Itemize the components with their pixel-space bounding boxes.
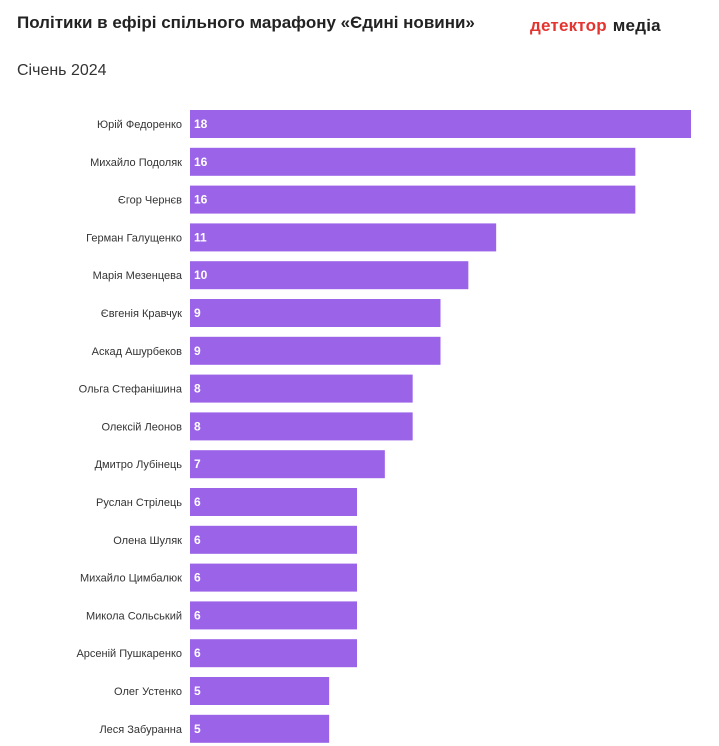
bar-value-label: 16 bbox=[194, 193, 208, 207]
bar-value-label: 6 bbox=[194, 571, 201, 585]
bar-value-label: 6 bbox=[194, 495, 201, 509]
bar-value-label: 5 bbox=[194, 684, 201, 698]
category-label: Євгенія Кравчук bbox=[101, 308, 182, 320]
bar bbox=[190, 185, 636, 214]
category-label: Руслан Стрілець bbox=[96, 497, 182, 509]
bar-value-label: 6 bbox=[194, 533, 201, 547]
bar bbox=[190, 488, 357, 516]
category-label: Дмитро Лубінець bbox=[95, 459, 183, 471]
category-label: Марія Мезенцева bbox=[93, 270, 183, 282]
logo-part-media: медіа bbox=[612, 16, 661, 35]
bar-value-label: 18 bbox=[194, 117, 208, 131]
category-label: Аскад Ашурбеков bbox=[92, 346, 182, 358]
category-label: Михайло Цимбалюк bbox=[80, 573, 182, 585]
bar-value-label: 9 bbox=[194, 344, 201, 358]
category-label: Ольга Стефанішина bbox=[79, 384, 183, 396]
bar-value-label: 9 bbox=[194, 306, 201, 320]
category-label: Герман Галущенко bbox=[86, 232, 182, 244]
chart-title: Політики в ефірі спільного марафону «Єди… bbox=[17, 13, 475, 32]
bar bbox=[190, 147, 636, 176]
bar bbox=[190, 374, 413, 403]
bar bbox=[190, 261, 469, 290]
brand-logo: детектор медіа bbox=[530, 16, 661, 36]
bar-value-label: 6 bbox=[194, 608, 201, 622]
bar-value-label: 8 bbox=[194, 382, 201, 396]
bar bbox=[190, 525, 357, 554]
category-label: Микола Сольський bbox=[86, 610, 182, 622]
bar bbox=[190, 601, 357, 630]
bar bbox=[190, 714, 330, 743]
chart-subtitle: Січень 2024 bbox=[17, 62, 107, 79]
bar-value-label: 5 bbox=[194, 722, 201, 736]
category-label: Леся Забуранна bbox=[99, 724, 182, 736]
bar-value-label: 10 bbox=[194, 268, 208, 282]
bar-value-label: 8 bbox=[194, 419, 201, 433]
category-label: Єгор Чернєв bbox=[118, 195, 182, 207]
category-label: Юрій Федоренко bbox=[97, 119, 182, 131]
bar-value-label: 6 bbox=[194, 646, 201, 660]
bar bbox=[190, 677, 330, 705]
category-label: Олексій Леонов bbox=[101, 421, 182, 433]
bar-value-label: 7 bbox=[194, 457, 201, 471]
bar bbox=[190, 639, 357, 668]
bar bbox=[190, 299, 441, 327]
bar bbox=[190, 110, 691, 138]
category-label: Олена Шуляк bbox=[113, 535, 182, 547]
bar bbox=[190, 563, 357, 592]
category-label: Арсеній Пушкаренко bbox=[76, 648, 182, 660]
bar bbox=[190, 450, 385, 479]
category-label: Олег Устенко bbox=[114, 686, 182, 698]
bar bbox=[190, 223, 497, 252]
bar-value-label: 16 bbox=[194, 155, 208, 169]
bar bbox=[190, 412, 413, 441]
bar-value-label: 11 bbox=[194, 230, 207, 244]
bar bbox=[190, 336, 441, 365]
logo-part-detector: детектор bbox=[530, 16, 607, 35]
category-label: Михайло Подоляк bbox=[90, 157, 182, 169]
bar-chart: Юрій Федоренко 18 Михайло Подоляк 16 Єгор Че… bbox=[76, 110, 691, 743]
